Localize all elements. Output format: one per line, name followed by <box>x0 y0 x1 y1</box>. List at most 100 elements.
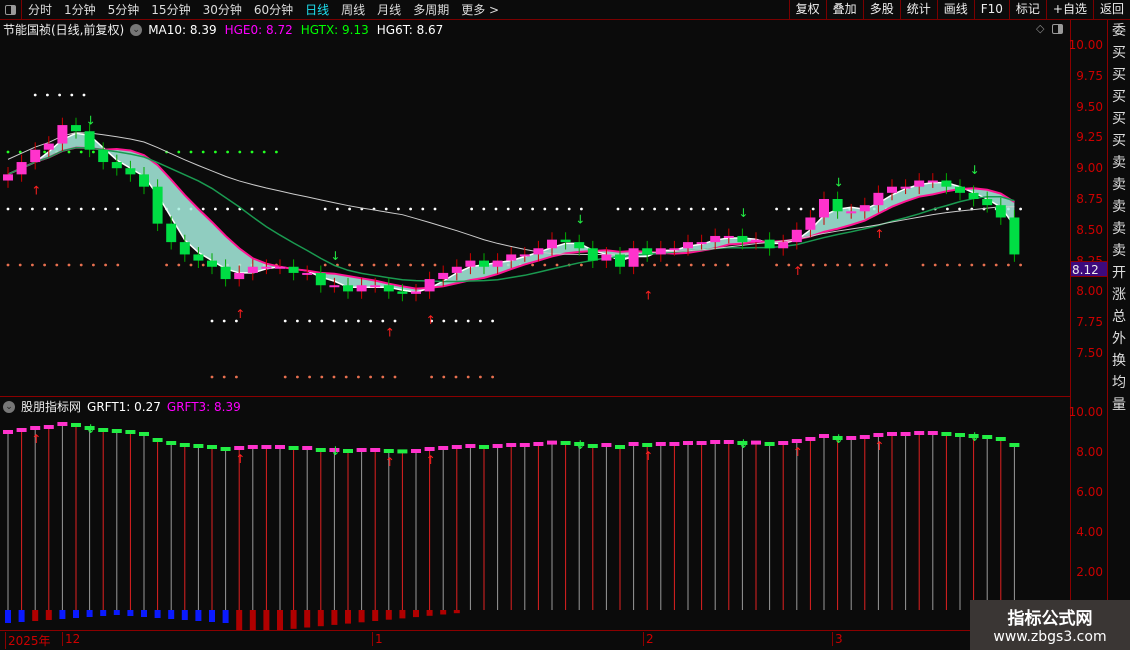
chevron-down-icon[interactable]: ⌄ <box>3 400 15 413</box>
tab-period-5[interactable]: 60分钟 <box>253 3 294 17</box>
histogram-bar <box>5 610 11 623</box>
indicator-bar <box>111 429 122 433</box>
indicator-bar <box>207 445 217 449</box>
up-arrow-icon: ↑ <box>31 184 41 198</box>
down-arrow-icon: ↓ <box>330 444 340 458</box>
indicator-tick: 8.00 <box>1076 445 1103 459</box>
indicator-tick: 6.00 <box>1076 485 1103 499</box>
indicator-bar <box>533 442 544 446</box>
signal-dot <box>1019 263 1022 267</box>
candle-body <box>955 186 965 193</box>
signal-dot <box>210 375 214 379</box>
signal-dot <box>275 150 278 154</box>
signal-dot <box>442 319 446 323</box>
candle-body <box>859 205 870 212</box>
strip-char: 买 <box>1112 45 1126 61</box>
indicator-bar <box>615 445 625 449</box>
candle-body <box>343 285 353 292</box>
candle-body <box>737 235 748 243</box>
candle-body <box>846 211 857 214</box>
price-chart[interactable]: ↑ ↑ ↑ ↑ ↑ ↑ ↑ ↑ ↑ ↑ ↑ ↑ ↑ ↑ ↓ ↓ ↓ ↓ ↓ ↓ ↓ ↓ ↓ ↓ ↓ ↓ <box>0 0 1070 630</box>
signal-dot <box>332 375 336 379</box>
hgtx-line <box>7 146 1015 283</box>
strip-char: 开 <box>1112 265 1126 281</box>
panel-icon[interactable] <box>1052 23 1064 34</box>
indicator-bar <box>723 440 734 444</box>
tab-period-4[interactable]: 30分钟 <box>202 3 242 17</box>
histogram-bar <box>277 610 283 630</box>
signal-dot <box>665 207 669 211</box>
indicator-bar <box>3 430 13 434</box>
toolbar-button-7[interactable]: +自选 <box>1045 0 1093 20</box>
up-arrow-icon: ↑ <box>426 453 436 467</box>
toolbar-button-2[interactable]: 多股 <box>862 0 900 20</box>
histogram-bar <box>45 610 52 620</box>
signal-dot <box>641 207 644 211</box>
toolbar-button-0[interactable]: 复权 <box>788 0 826 20</box>
candle-body <box>791 229 802 243</box>
indicator-bar <box>370 448 381 452</box>
toolbar-button-3[interactable]: 统计 <box>899 0 937 20</box>
candle-body <box>43 143 54 150</box>
candle-body <box>764 239 775 249</box>
panel-toggle-button[interactable] <box>0 0 22 20</box>
candle-body <box>628 248 639 267</box>
tab-period-2[interactable]: 5分钟 <box>107 3 140 17</box>
tab-period-9[interactable]: 多周期 <box>413 3 450 17</box>
signal-dot <box>214 150 217 154</box>
toolbar-button-8[interactable]: 返回 <box>1092 0 1130 20</box>
histogram-bar <box>168 610 175 619</box>
signal-dot <box>531 263 534 267</box>
signal-dot <box>958 263 961 267</box>
signal-dot <box>43 263 46 267</box>
tab-period-8[interactable]: 月线 <box>377 3 402 17</box>
candle-body <box>3 174 13 181</box>
tab-period-1[interactable]: 1分钟 <box>64 3 96 17</box>
candle-body <box>220 266 231 280</box>
tab-period-0[interactable]: 分时 <box>28 3 53 17</box>
period-toolbar: 分时 1分钟 5分钟 15分钟 30分钟 60分钟 日线 周线 月线 多周期 更多 > 复权 叠加 多股… <box>0 0 1130 20</box>
tab-period-10[interactable]: 更多 > <box>461 3 500 17</box>
signal-dot <box>116 207 120 211</box>
candle-body <box>873 192 884 206</box>
signal-dot <box>92 207 95 211</box>
indicator-bar <box>84 426 95 430</box>
signal-dot <box>726 263 730 267</box>
histogram-bar <box>59 610 66 619</box>
signal-dot <box>6 263 10 267</box>
signal-dot <box>320 319 324 323</box>
chevron-down-icon[interactable]: ⌄ <box>130 23 143 36</box>
up-arrow-icon: ↑ <box>793 264 803 278</box>
signal-dot <box>201 207 205 211</box>
toolbar-button-4[interactable]: 画线 <box>936 0 974 20</box>
candle-body <box>914 180 925 187</box>
signal-dot <box>67 150 71 154</box>
signal-dot <box>1007 263 1010 267</box>
candle-body <box>683 242 693 249</box>
up-arrow-icon: ↑ <box>426 313 436 327</box>
candle-body <box>275 266 285 269</box>
signal-dot <box>348 263 351 267</box>
signal-dot <box>381 375 385 379</box>
signal-dot <box>726 207 730 211</box>
signal-dot <box>79 150 83 154</box>
signal-dot <box>921 207 925 211</box>
signal-dot <box>250 207 254 211</box>
diamond-icon[interactable]: ◇ <box>1036 22 1045 35</box>
indicator-bar <box>955 433 965 437</box>
tab-period-6[interactable]: 日线 <box>305 3 330 17</box>
down-arrow-icon: ↓ <box>575 438 585 452</box>
toolbar-button-5[interactable]: F10 <box>973 0 1009 20</box>
signal-dot <box>283 319 287 323</box>
legend-item: MA10: 8.39 <box>148 22 217 37</box>
panel-divider <box>0 396 1070 397</box>
toolbar-button-1[interactable]: 叠加 <box>825 0 863 20</box>
tab-period-3[interactable]: 15分钟 <box>151 3 191 17</box>
indicator-bar <box>628 442 639 446</box>
indicator-bar <box>805 437 816 441</box>
strip-char: 买 <box>1112 133 1126 149</box>
signal-dot <box>799 263 803 267</box>
toolbar-button-6[interactable]: 标记 <box>1008 0 1046 20</box>
tab-period-7[interactable]: 周线 <box>341 3 366 17</box>
signal-dot <box>6 150 10 154</box>
